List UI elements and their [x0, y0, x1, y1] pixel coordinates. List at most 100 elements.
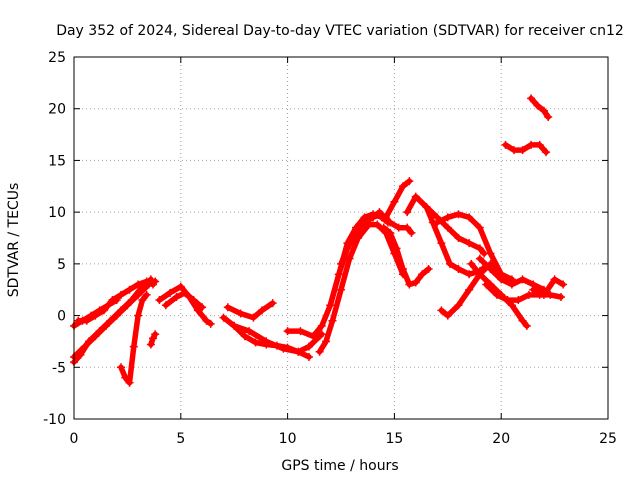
data-point-arc-8: [198, 303, 207, 312]
data-point-arc-21: [465, 213, 474, 222]
data-point-arc-18: [405, 177, 414, 186]
data-point-arc-21: [454, 210, 463, 219]
data-point-arc-15: [326, 301, 335, 310]
series-line-arc-28: [528, 95, 551, 120]
data-point-arc-10: [236, 309, 245, 318]
data-point-arc-10: [257, 306, 266, 315]
data-point-arc-11: [279, 344, 288, 353]
data-point-arc-4: [134, 280, 143, 289]
data-point-arc-4: [108, 296, 117, 305]
data-point-arc-18: [381, 213, 390, 222]
data-point-arc-16: [347, 234, 356, 242]
data-point-arc-4: [82, 316, 91, 325]
data-point-arc-24: [507, 280, 516, 289]
data-point-arc-7: [166, 288, 175, 297]
data-point-arc-22: [465, 285, 474, 294]
data-point-arc-7: [202, 316, 211, 325]
data-point-arc-17: [392, 244, 401, 253]
data-point-arc-20: [454, 265, 463, 274]
data-point-arc-7: [176, 282, 185, 291]
data-point-arc-12: [296, 327, 305, 336]
data-point-arc-26: [550, 275, 559, 284]
data-point-arc-20: [465, 270, 474, 279]
data-point-arc-11: [230, 321, 239, 330]
data-point-arc-16: [386, 218, 395, 227]
data-point-arc-20: [437, 239, 446, 248]
data-point-arc-9: [240, 332, 249, 341]
data-point-arc-25: [503, 296, 512, 305]
data-point-arc-25: [557, 292, 566, 301]
data-point-arc-25: [492, 290, 501, 299]
data-point-arc-26: [539, 290, 548, 299]
data-point-arc-2: [127, 296, 136, 305]
x-tick-label: 5: [176, 431, 185, 447]
data-point-arc-18: [398, 182, 407, 191]
y-tick-label: 15: [48, 153, 66, 169]
data-point-arc-24: [497, 275, 506, 284]
data-point-arc-5: [121, 373, 130, 382]
y-tick-label: -10: [43, 412, 66, 428]
data-point-arc-9: [251, 338, 260, 347]
data-point-arc-13: [328, 316, 337, 325]
x-tick-label: 0: [70, 431, 79, 447]
data-point-arc-2: [95, 327, 104, 336]
data-point-arc-19: [443, 223, 452, 232]
data-point-arc-12: [283, 327, 292, 336]
series-line-arc-26: [530, 276, 566, 298]
series-line-arc-4: [75, 278, 156, 324]
data-point-arc-25: [524, 290, 533, 299]
data-point-arc-5: [129, 342, 138, 351]
data-point-arc-21: [443, 213, 452, 222]
data-point-arc-23: [475, 270, 484, 279]
data-point-arc-14: [317, 321, 326, 330]
data-point-arc-20: [445, 259, 454, 268]
data-point-arc-12: [317, 330, 326, 339]
data-point-arc-13: [337, 285, 345, 294]
data-point-arc-5: [116, 363, 125, 372]
plot-frame: [73, 56, 609, 420]
data-point-arc-2: [84, 337, 93, 346]
data-point-arc-15: [334, 270, 343, 279]
series-line-arc-17: [380, 224, 432, 288]
chart-title: Day 352 of 2024, Sidereal Day-to-day VTE…: [56, 23, 624, 39]
data-point-arc-11: [294, 347, 303, 356]
data-point-arc-22: [437, 306, 446, 315]
data-point-arc-13: [315, 347, 324, 356]
data-point-arc-16: [369, 213, 378, 222]
x-axis-label: GPS time / hours: [281, 458, 398, 474]
data-point-arc-17: [398, 265, 407, 274]
data-point-arc-17: [418, 270, 427, 279]
data-point-arc-4: [91, 311, 100, 320]
data-point-arc-16: [337, 259, 345, 268]
x-tick-label: 20: [492, 431, 510, 447]
data-point-arc-18: [390, 197, 399, 206]
data-point-arc-7: [206, 319, 215, 328]
data-point-arc-16: [407, 228, 416, 237]
data-point-arc-5: [125, 378, 134, 387]
data-point-arc-6: [149, 334, 158, 343]
data-point-arc-6: [146, 340, 155, 349]
data-point-arc-4: [125, 285, 134, 294]
data-point-arc-25: [482, 280, 491, 289]
data-point-arc-28: [544, 112, 553, 121]
data-point-arc-19: [475, 244, 484, 253]
y-tick-label: -5: [52, 360, 66, 376]
y-tick-label: 0: [57, 309, 66, 325]
y-tick-label: 25: [48, 50, 66, 66]
data-point-arc-22: [443, 311, 452, 320]
data-point-arc-24: [486, 265, 495, 274]
data-point-arc-2: [116, 306, 125, 315]
data-point-arc-8: [189, 296, 198, 305]
data-point-arc-5: [138, 296, 147, 305]
data-point-arc-19: [403, 208, 412, 217]
data-point-arc-4: [116, 290, 125, 299]
data-point-arc-17: [424, 265, 433, 274]
data-point-arc-19: [465, 239, 474, 248]
data-point-arc-16: [377, 210, 386, 219]
data-point-arc-21: [475, 223, 484, 232]
data-point-arc-24: [518, 275, 527, 284]
data-point-arc-13: [373, 220, 382, 229]
data-point-arc-5: [134, 311, 143, 320]
data-point-arc-9: [304, 352, 313, 361]
